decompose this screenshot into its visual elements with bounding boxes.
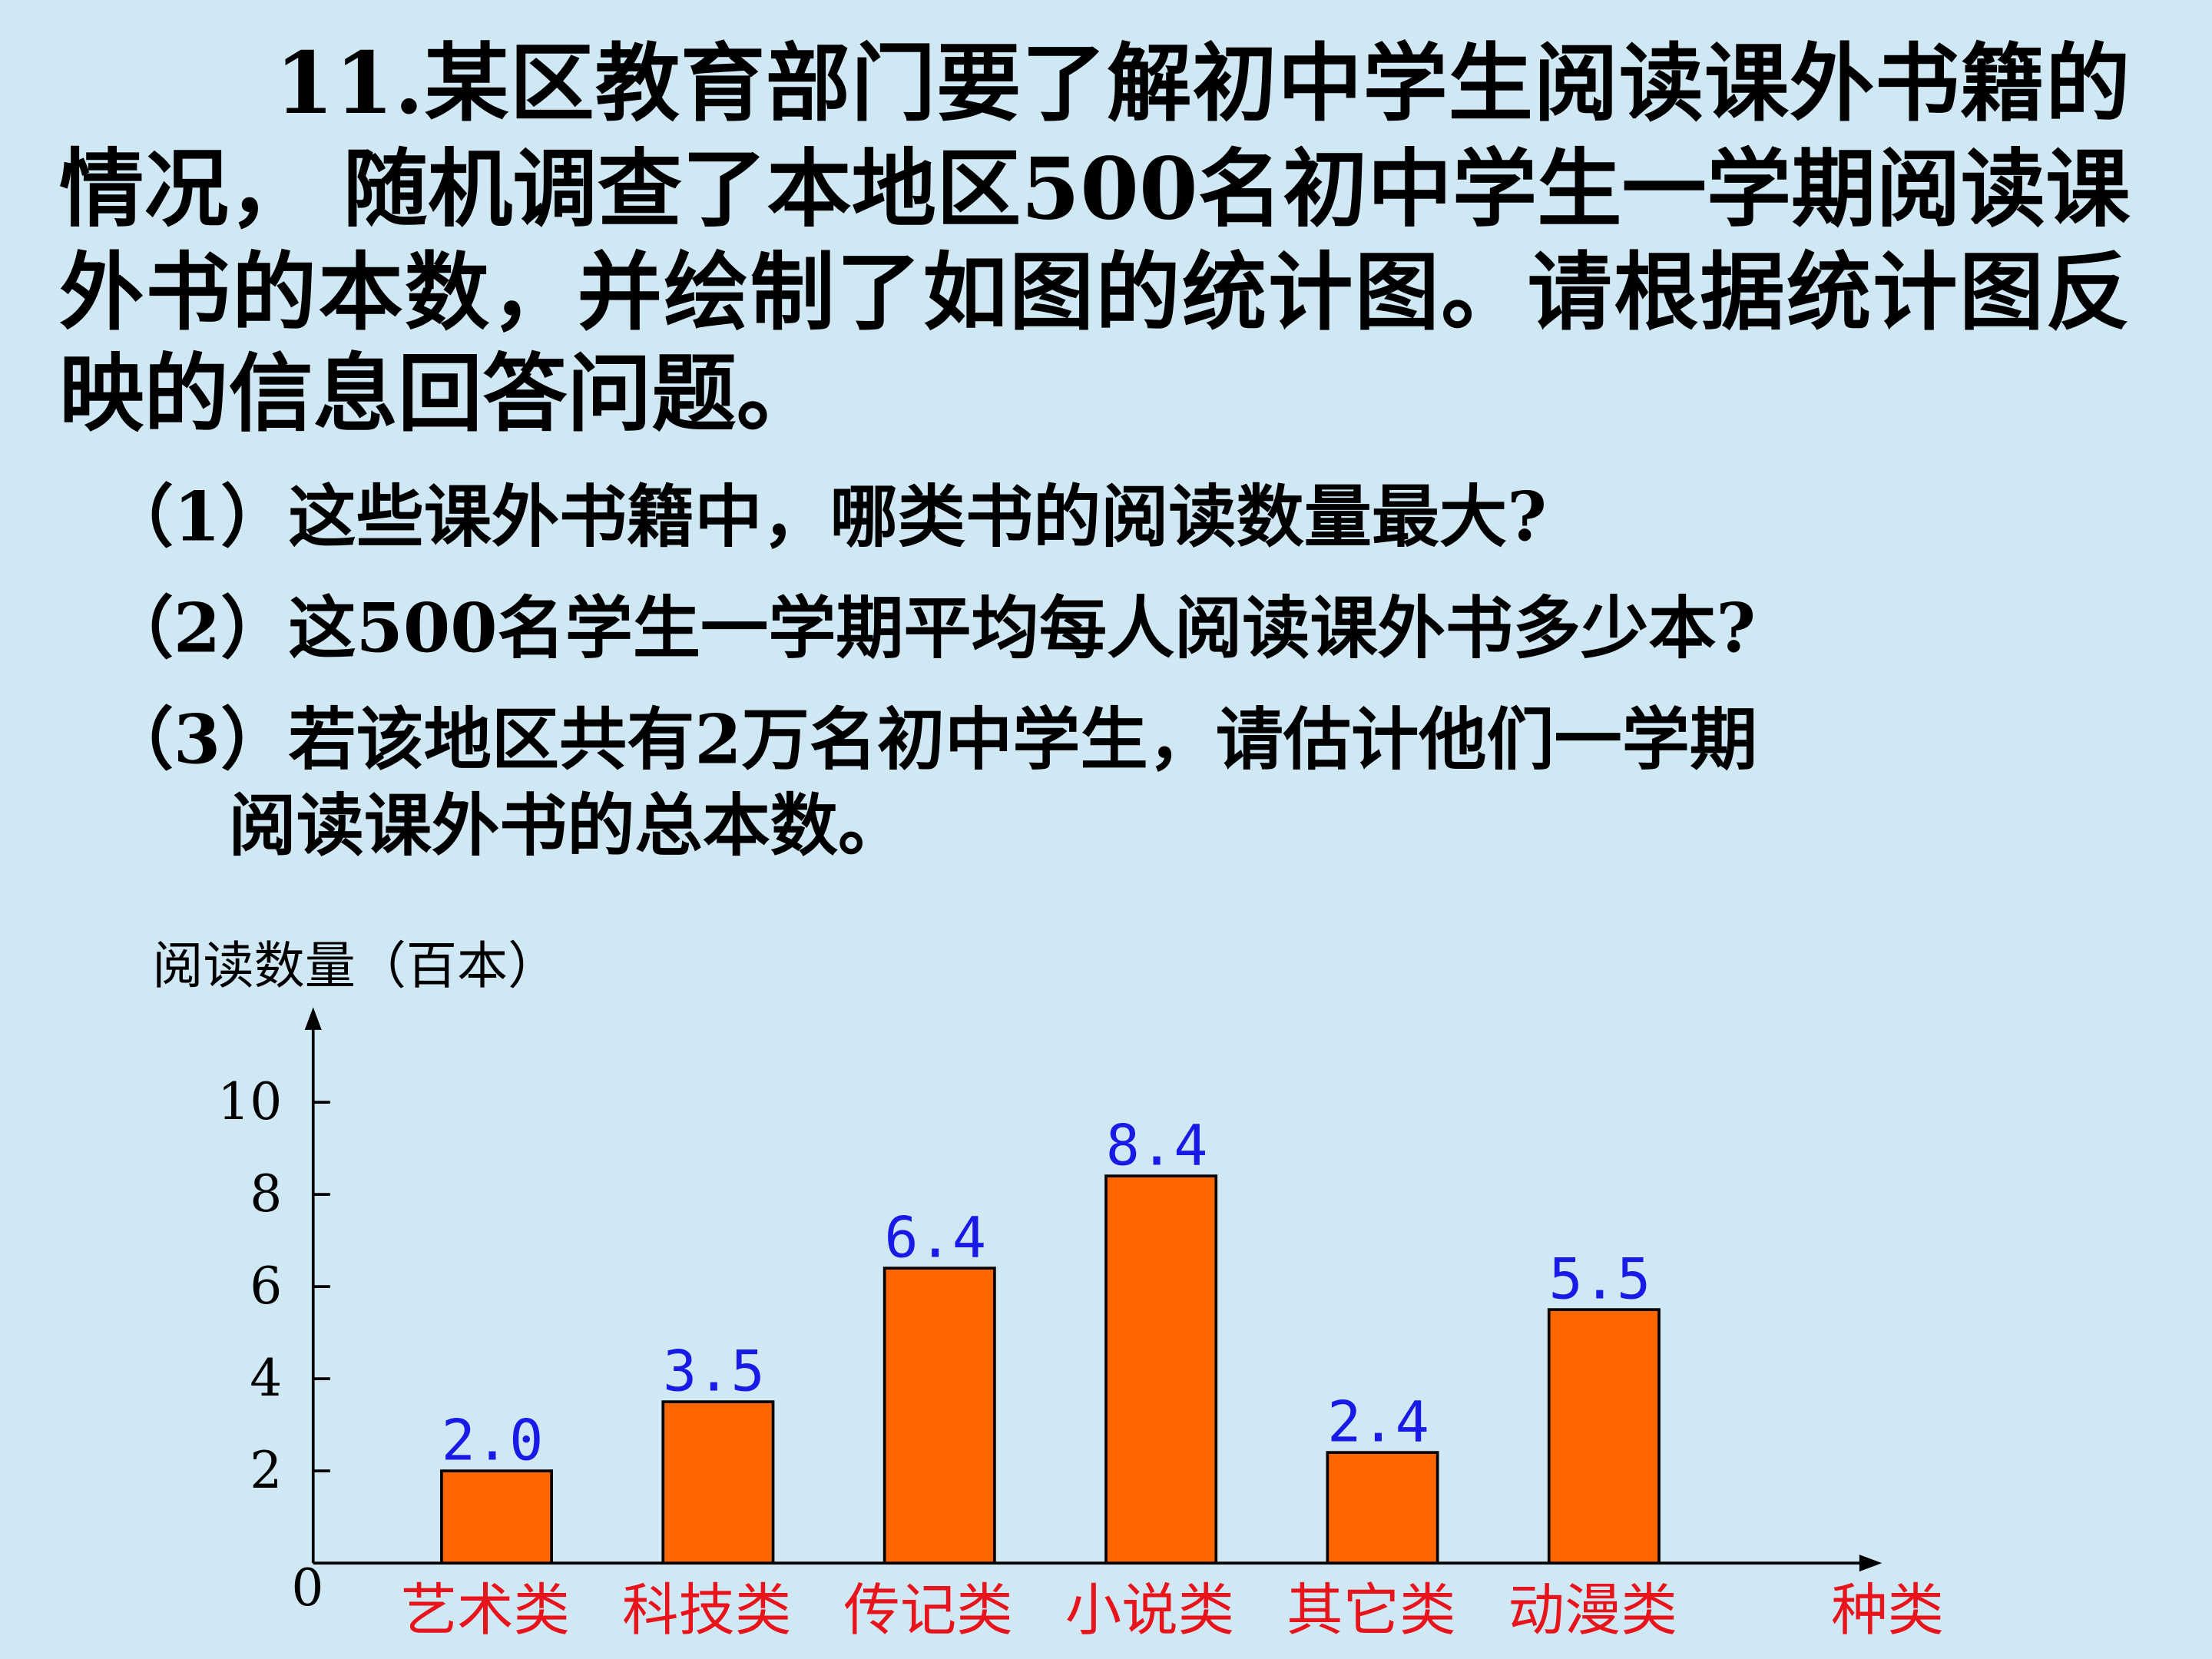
value-label: 8.4: [1106, 1113, 1208, 1178]
x-tick-label: 小说类: [1065, 1578, 1234, 1643]
paragraph-line: 映的信息回答问题。: [59, 344, 821, 443]
y-tick-label: 10: [217, 1072, 282, 1131]
value-label: 2.4: [1327, 1389, 1429, 1455]
x-tick-label: 艺术类: [401, 1578, 570, 1643]
question: 阅读课外书的总本数。: [229, 786, 906, 866]
y-axis-arrow: [304, 1007, 322, 1030]
value-label: 3.5: [663, 1339, 765, 1404]
y-tick-label: 4: [250, 1349, 282, 1408]
bar: [440, 1469, 553, 1565]
y-axis-title: 阅读数量（百本）: [152, 936, 558, 995]
x-tick-label: 传记类: [843, 1578, 1012, 1643]
bar: [661, 1400, 775, 1565]
y-tick-label: 0: [291, 1558, 323, 1618]
question: （3）若该地区共有2万名初中学生，请估计他们一学期: [106, 700, 1757, 780]
x-tick-label: 其它类: [1286, 1578, 1455, 1643]
y-tick-label: 8: [250, 1164, 282, 1224]
paragraph-line: 情况， 随机调查了本地区500名初中学生一学期阅读课: [59, 140, 2131, 239]
bar: [1326, 1451, 1439, 1565]
x-axis-arrow: [1859, 1555, 1883, 1572]
value-label: 5.5: [1549, 1247, 1651, 1312]
bar: [1547, 1308, 1661, 1565]
x-axis-title: 种类: [1831, 1578, 1944, 1643]
plot: 02 4 6 8 10 2.0 艺术类 3.5 科技类 6.4 传记类 8.4 小说类 2.4 其它类 5.5…: [217, 1072, 1944, 1643]
value-label: 2.0: [442, 1408, 544, 1473]
question: （2）这500名学生一学期平均每人阅读课外书多少本?: [106, 588, 1756, 668]
bar: [1104, 1174, 1218, 1565]
value-label: 6.4: [884, 1205, 986, 1270]
paragraph-line: 11.某区教育部门要了解初中学生阅读课外书籍的: [275, 34, 2130, 133]
question: （1）这些课外书籍中，哪类书的阅读数量最大?: [106, 476, 1547, 556]
bar: [882, 1267, 996, 1565]
y-tick-label: 6: [250, 1257, 282, 1316]
y-tick-label: 2: [250, 1441, 282, 1500]
x-tick-label: 科技类: [622, 1578, 791, 1643]
x-tick-label: 动漫类: [1508, 1578, 1677, 1643]
